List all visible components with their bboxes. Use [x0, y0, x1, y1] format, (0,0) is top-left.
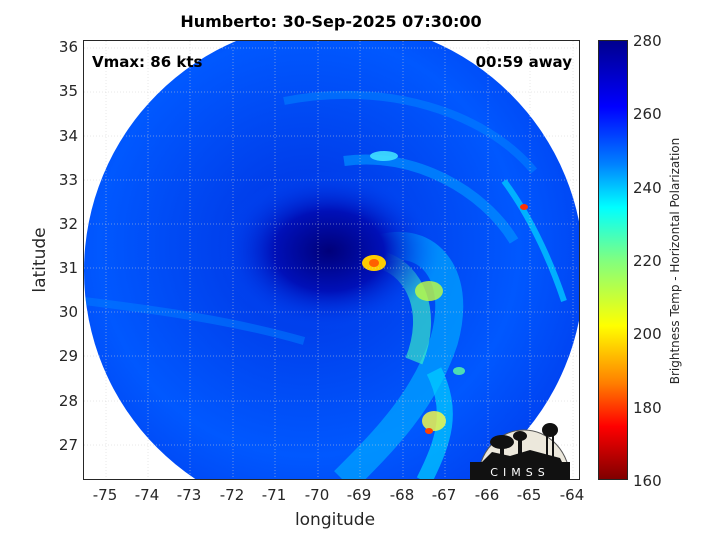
- y-tick-label: 33: [58, 171, 78, 189]
- x-tick-label: -75: [92, 486, 118, 504]
- colorbar-tick-label: 160: [633, 472, 662, 490]
- convective-cell: [422, 411, 446, 431]
- x-tick-label: -71: [261, 486, 287, 504]
- x-tick-label: -70: [304, 486, 330, 504]
- rainband: [283, 90, 538, 174]
- colorbar-tick-label: 240: [633, 179, 662, 197]
- y-axis-label: latitude: [30, 227, 50, 293]
- colorbar-tick-label: 180: [633, 399, 662, 417]
- convective-cell: [415, 281, 443, 301]
- colorbar: [598, 40, 628, 480]
- y-tick-label: 36: [58, 38, 78, 56]
- x-tick-label: -69: [346, 486, 372, 504]
- x-tick-label: -68: [389, 486, 415, 504]
- map-title: Humberto: 30-Sep-2025 07:30:00: [180, 12, 482, 31]
- logo-text: CIMSS: [490, 466, 549, 479]
- y-tick-label: 28: [58, 392, 78, 410]
- x-tick-label: -72: [219, 486, 245, 504]
- time-away-label: 00:59 away: [475, 53, 572, 71]
- microwave-imagery: [84, 41, 579, 479]
- map-plot-area: [83, 40, 580, 480]
- colorbar-tick-label: 260: [633, 105, 662, 123]
- x-tick-label: -66: [474, 486, 500, 504]
- y-tick-label: 32: [58, 215, 78, 233]
- x-tick-label: -65: [516, 486, 542, 504]
- rainband: [84, 297, 306, 345]
- y-tick-label: 29: [58, 347, 78, 365]
- x-tick-label: -64: [559, 486, 585, 504]
- colorbar-label: Brightness Temp - Horizontal Polarizatio…: [668, 137, 682, 385]
- y-tick-label: 27: [58, 436, 78, 454]
- rainband: [343, 154, 519, 244]
- x-tick-label: -74: [134, 486, 160, 504]
- y-tick-label: 31: [58, 259, 78, 277]
- y-tick-label: 34: [58, 127, 78, 145]
- convective-cell: [453, 367, 465, 375]
- convective-cell: [369, 259, 379, 267]
- rainband: [501, 179, 567, 302]
- y-tick-label: 35: [58, 82, 78, 100]
- x-axis-label: longitude: [294, 510, 376, 530]
- convective-cell: [425, 428, 433, 434]
- colorbar-tick-label: 280: [633, 32, 662, 50]
- y-tick-label: 30: [58, 303, 78, 321]
- x-tick-label: -73: [176, 486, 202, 504]
- cimss-logo: CIMSS: [470, 412, 571, 481]
- convective-cell: [370, 151, 398, 161]
- convective-cell: [520, 204, 528, 210]
- storm-center: [219, 171, 439, 331]
- colorbar-tick-label: 200: [633, 325, 662, 343]
- x-tick-label: -67: [431, 486, 457, 504]
- vmax-label: Vmax: 86 kts: [92, 53, 203, 71]
- colorbar-tick-label: 220: [633, 252, 662, 270]
